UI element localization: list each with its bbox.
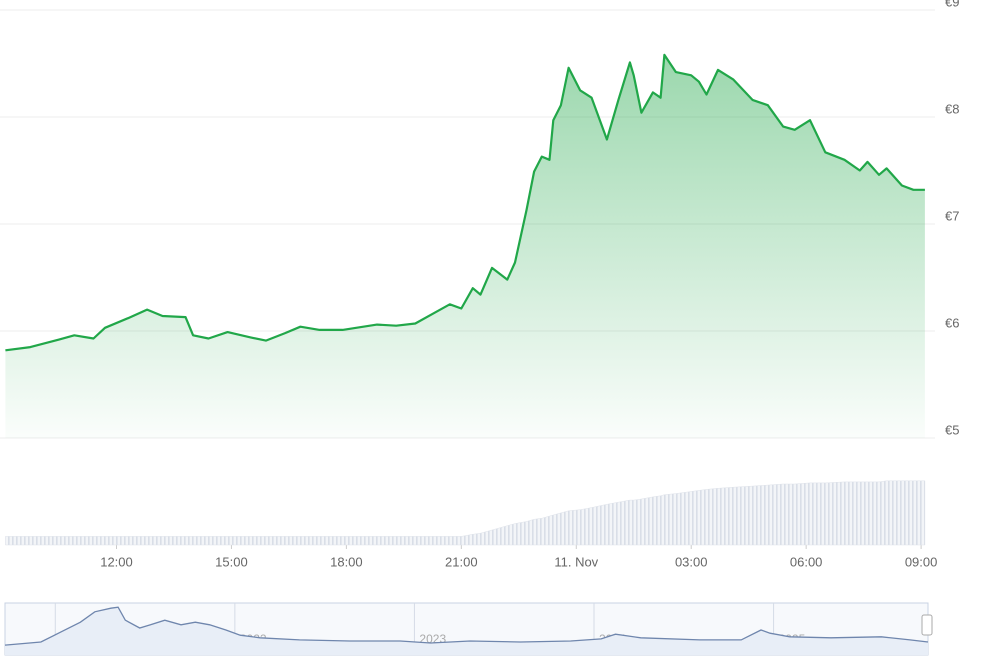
y-tick-label: €8	[945, 101, 959, 116]
x-tick-label: 06:00	[790, 554, 823, 569]
y-tick-label: €9	[945, 0, 959, 9]
navigator-line	[4, 606, 929, 646]
volume-area	[5, 480, 926, 546]
x-tick-label: 12:00	[100, 554, 133, 569]
x-tick-label: 15:00	[215, 554, 248, 569]
price-line	[5, 53, 925, 352]
y-tick-label: €6	[945, 315, 959, 330]
y-tick-label: €5	[945, 422, 959, 437]
x-tick-label: 11. Nov	[554, 554, 598, 569]
y-tick-label: €7	[945, 208, 959, 223]
x-tick-label: 21:00	[445, 554, 478, 569]
x-tick-label: 09:00	[905, 554, 938, 569]
price-area	[5, 54, 925, 439]
x-tick-label: 03:00	[675, 554, 708, 569]
navigator-area	[5, 607, 928, 655]
x-tick-label: 18:00	[330, 554, 363, 569]
navigator-handle[interactable]	[921, 614, 933, 636]
